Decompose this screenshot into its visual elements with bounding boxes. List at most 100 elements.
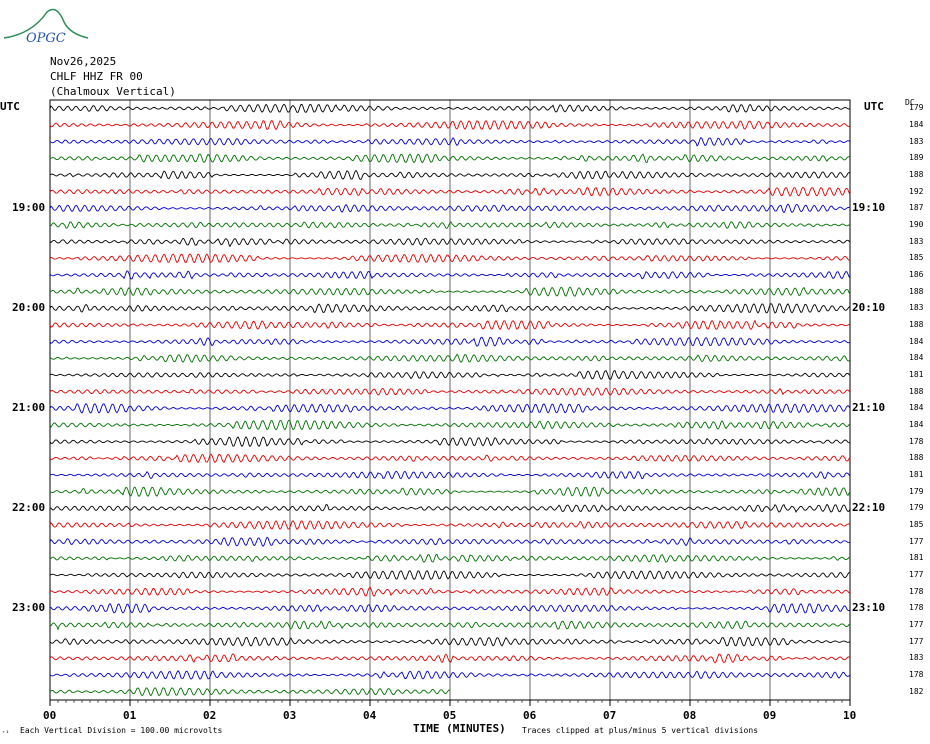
- trace-line: [49, 253, 850, 264]
- right-time-label: 22:10: [852, 501, 886, 514]
- scale-note: Each Vertical Division = 100.00 microvol…: [20, 726, 223, 735]
- dc-offset-label: 184: [909, 120, 924, 129]
- utc-label-left: UTC: [0, 100, 20, 113]
- trace-line: [49, 453, 851, 464]
- trace-line: [50, 270, 851, 280]
- trace-line: [49, 603, 851, 614]
- dc-offset-label: 177: [909, 570, 924, 579]
- dc-offset-label: 187: [909, 203, 924, 212]
- dc-offset-label: 185: [909, 520, 924, 529]
- trace-line: [50, 553, 851, 563]
- left-time-label: 22:00: [12, 501, 46, 514]
- x-tick-label: 00: [43, 709, 57, 722]
- header-station: CHLF HHZ FR 00: [50, 70, 143, 83]
- trace-line: [49, 620, 851, 631]
- dc-offset-label: 183: [909, 303, 924, 312]
- right-time-label: 21:10: [852, 401, 886, 414]
- x-tick-label: 02: [203, 709, 217, 722]
- dc-offset-label: 177: [909, 620, 924, 629]
- right-time-label: 19:10: [852, 201, 886, 214]
- trace-line: [49, 103, 850, 113]
- x-tick-label: 06: [523, 709, 537, 722]
- logo-text: OPGC: [26, 31, 66, 46]
- dc-offset-label: 188: [909, 453, 924, 462]
- dc-offset-label: 189: [909, 153, 924, 162]
- dc-offset-label: 186: [909, 270, 924, 279]
- x-tick-label: 05: [443, 709, 457, 722]
- clip-note: Traces clipped at plus/minus 5 vertical …: [522, 726, 759, 735]
- dc-offset-label: 179: [909, 503, 924, 512]
- dc-offset-label: 178: [909, 603, 924, 612]
- trace-line: [49, 586, 851, 597]
- trace-line: [49, 136, 851, 147]
- corner-mark: ₊₁: [2, 728, 10, 735]
- trace-line: [49, 470, 851, 480]
- dc-offset-label: 177: [909, 537, 924, 546]
- dc-offset-label: 188: [909, 287, 924, 296]
- trace-line: [49, 237, 851, 248]
- x-axis-title: TIME (MINUTES): [413, 722, 506, 735]
- trace-line: [49, 536, 851, 547]
- right-time-label: 23:10: [852, 601, 886, 614]
- trace-line: [49, 687, 450, 697]
- dc-offset-label: 183: [909, 653, 924, 662]
- dc-offset-label: 183: [909, 237, 924, 246]
- dc-offset-label: 188: [909, 387, 924, 396]
- trace-line: [49, 436, 851, 448]
- dc-offset-label: 184: [909, 420, 924, 429]
- trace-line: [49, 286, 851, 297]
- left-time-label: 23:00: [12, 601, 46, 614]
- trace-line: [49, 169, 851, 180]
- dc-offset-label: 192: [909, 187, 924, 196]
- x-tick-label: 01: [123, 709, 137, 722]
- dc-offset-label: 181: [909, 470, 924, 479]
- dc-offset-label: 178: [909, 587, 924, 596]
- dc-offset-label: 185: [909, 253, 924, 262]
- dc-offset-label: 178: [909, 437, 924, 446]
- header-date: Nov26,2025: [50, 55, 117, 68]
- trace-line: [49, 302, 851, 314]
- dc-offset-label: 181: [909, 553, 924, 562]
- trace-line: [49, 503, 851, 514]
- dc-offset-label: 183: [909, 137, 924, 146]
- x-tick-label: 09: [763, 709, 777, 722]
- right-time-label: 20:10: [852, 301, 886, 314]
- trace-line: [49, 370, 851, 380]
- header-location: (Chalmoux Vertical): [50, 85, 176, 98]
- dc-offset-label: 181: [909, 370, 924, 379]
- trace-line: [49, 669, 851, 680]
- trace-line: [49, 203, 851, 214]
- dc-offset-label: 190: [909, 220, 924, 229]
- dc-offset-label: 184: [909, 353, 924, 362]
- x-tick-label: 04: [363, 709, 377, 722]
- trace-line: [49, 119, 851, 131]
- trace-line: [49, 570, 851, 580]
- trace-line: [49, 353, 851, 363]
- x-tick-label: 10: [843, 709, 857, 722]
- trace-line: [49, 520, 851, 530]
- dc-offset-label: 179: [909, 487, 924, 496]
- trace-line: [49, 153, 851, 164]
- dc-offset-label: 182: [909, 687, 924, 696]
- trace-line: [49, 221, 851, 229]
- left-time-label: 21:00: [12, 401, 46, 414]
- left-time-label: 19:00: [12, 201, 46, 214]
- trace-line: [49, 419, 851, 431]
- x-tick-label: 08: [683, 709, 697, 722]
- dc-offset-label: 184: [909, 403, 924, 412]
- dc-offset-label: 179: [909, 103, 924, 112]
- trace-line: [49, 486, 851, 497]
- left-time-label: 20:00: [12, 301, 46, 314]
- trace-line: [49, 387, 851, 396]
- trace-line: [49, 403, 851, 414]
- dc-header: DC: [905, 98, 915, 107]
- trace-line: [49, 653, 851, 664]
- trace-line: [49, 186, 851, 197]
- x-tick-label: 07: [603, 709, 617, 722]
- dc-offset-label: 188: [909, 320, 924, 329]
- utc-label-right: UTC: [864, 100, 884, 113]
- opgc-logo: OPGC: [3, 8, 89, 46]
- trace-line: [49, 336, 851, 347]
- dc-offset-label: 188: [909, 170, 924, 179]
